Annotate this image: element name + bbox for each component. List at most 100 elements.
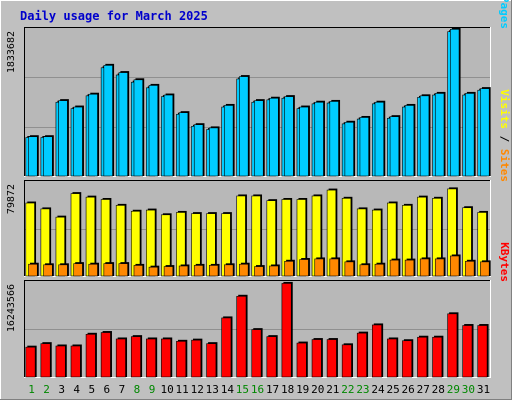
day-label: 15 [236,383,249,396]
day-label: 23 [356,383,369,396]
legend-kbytes: KBytes [498,242,511,282]
hits-files-bar-hits [359,117,369,177]
kbytes-bar-kbytes [432,336,443,378]
hits-files-bar-hits [58,100,68,177]
hits-files-bar-hits [43,136,53,177]
day-label: 21 [326,383,339,396]
hits-files-bar-hits [88,93,98,177]
day-label: 27 [417,383,430,396]
visits-sites-bar-sites [103,263,113,277]
visits-sites-bar-sites [224,264,234,277]
kbytes-max-label: 16243566 [6,284,17,332]
plot-area: 1833682 Hits / Files / Pages 79872 Visits /… [6,0,511,396]
kbytes-legend: KBytes [498,242,511,282]
day-label: 2 [43,383,50,396]
visits-sites-bar-sites [178,265,189,277]
legend-pages: Pages [498,0,511,29]
kbytes-bar-kbytes [356,332,367,378]
visits-sites-legend-separator: / [498,129,511,149]
kbytes-bar-kbytes [417,336,428,378]
day-label: 28 [432,383,445,396]
visits-sites-max-label: 79872 [6,184,17,214]
kbytes-bar-kbytes [40,343,51,378]
visits-sites-bar-sites [73,263,83,277]
hits-files-bar-hits [193,124,204,177]
hits-files-bar-hits [450,28,460,177]
day-label: 24 [371,383,385,396]
kbytes-bar-kbytes [266,336,277,378]
hits-files-bar-hits [344,121,354,177]
visits-sites-bar-sites [208,265,219,277]
hits-files-max-label: 1833682 [6,31,17,73]
day-label: 16 [251,383,264,396]
day-label: 6 [104,383,111,396]
hits-files-bar-hits [254,100,264,177]
legend-sites: Sites [498,149,511,182]
visits-sites-bar-sites [299,259,309,277]
day-label: 31 [477,383,490,396]
visits-sites-bar-sites [239,263,249,277]
kbytes-bar-kbytes [176,341,187,378]
kbytes-bar-kbytes [55,345,66,378]
day-label: 9 [149,383,156,396]
visits-sites-bar-sites [329,258,339,277]
day-label: 7 [119,383,126,396]
day-label: 25 [386,383,399,396]
visits-sites-bar-sites [133,265,144,277]
visits-sites-bar-sites [434,258,445,277]
visits-sites-legend: Visits / Sites [498,89,511,182]
kbytes-bar-kbytes [341,344,352,378]
visits-sites-bar-sites [58,264,68,277]
kbytes-bar-kbytes [115,338,126,378]
kbytes-bar-kbytes [100,332,111,378]
day-label: 3 [58,383,65,396]
visits-sites-bar-sites [465,260,475,277]
day-label: 14 [221,383,235,396]
hits-files-bar-hits [299,106,309,177]
day-label: 18 [281,383,294,396]
kbytes-bar-kbytes [296,342,307,378]
kbytes-bar-kbytes [447,313,458,378]
hits-files-bar-hits [480,88,490,177]
day-label: 13 [206,383,219,396]
visits-sites-bar-visits [251,195,261,277]
hits-files-bar-hits [239,76,249,177]
kbytes-bar-kbytes [251,329,262,378]
kbytes-bar-kbytes [311,339,322,378]
day-label: 4 [73,383,80,396]
kbytes-bar-kbytes [387,338,397,378]
hits-files-bar-hits [224,105,234,177]
hits-files-bar-hits [208,127,219,177]
hits-files-bar-hits [404,105,415,177]
visits-sites-bar-sites [480,261,490,277]
kbytes-bar-kbytes [25,346,36,378]
hits-files-bar-hits [133,79,144,177]
day-label: 26 [402,383,415,396]
day-label: 10 [160,383,173,396]
visits-sites-bar-sites [374,263,385,277]
hits-files-bar-hits [28,136,38,177]
kbytes-bar-kbytes [191,339,202,378]
kbytes-bar-kbytes [146,338,156,378]
hits-files-bar-hits [269,97,279,177]
day-label: 5 [88,383,95,396]
chart-title: Daily usage for March 2025 [20,9,208,23]
visits-sites-bar-sites [28,263,38,277]
visits-sites-bar-sites [284,260,294,277]
visits-sites-bar-sites [344,261,354,277]
visits-sites-bar-sites [404,259,415,277]
day-label: 30 [462,383,475,396]
visits-sites-bar-sites [389,259,400,277]
day-label: 8 [134,383,141,396]
kbytes-bar-kbytes [70,345,81,378]
day-label: 17 [266,383,279,396]
day-label: 19 [296,383,309,396]
hits-files-bar-hits [329,101,339,177]
hits-files-bar-hits [434,93,445,177]
hits-files-bar-hits [419,95,430,177]
hits-files-bar-hits [314,101,324,177]
legend-visits: Visits [498,89,511,129]
visits-sites-bar-sites [163,266,174,277]
kbytes-bar-kbytes [281,283,292,378]
hits-files-bar-hits [118,72,128,177]
